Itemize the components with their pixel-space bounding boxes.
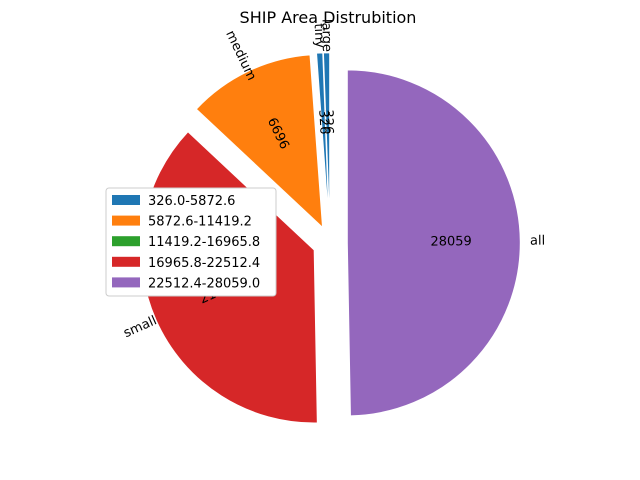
pie-slice-tiny xyxy=(315,52,330,226)
pie-slice-medium xyxy=(195,54,324,229)
slice-label-all: all xyxy=(530,234,545,249)
slice-label-small: small xyxy=(121,313,159,341)
legend-label: 22512.4-28059.0 xyxy=(148,276,260,291)
slice-value-all: 28059 xyxy=(430,234,471,249)
legend-box xyxy=(105,187,277,297)
pie-slice-all xyxy=(346,69,521,417)
legend-swatch xyxy=(112,215,140,226)
legend-swatch xyxy=(112,277,140,288)
slice-value-tiny: 326 xyxy=(315,109,331,135)
slice-label-large: large xyxy=(318,19,334,52)
legend-label: 326.0-5872.6 xyxy=(148,194,235,209)
legend: 326.0-5872.6 5872.6-11419.2 11419.2-16965.… xyxy=(105,187,277,297)
legend-swatch xyxy=(112,256,140,267)
legend-swatch xyxy=(112,195,140,205)
legend-label: 16965.8-22512.4 xyxy=(148,256,260,271)
legend-swatch xyxy=(112,236,140,247)
legend-label: 5872.6-11419.2 xyxy=(148,215,252,230)
slice-label-tiny: tiny xyxy=(311,23,327,49)
legend-label: 11419.2-16965.8 xyxy=(148,235,260,250)
chart-title: SHIP Area Distrubition xyxy=(240,8,417,27)
pie-slice-large xyxy=(322,52,331,226)
